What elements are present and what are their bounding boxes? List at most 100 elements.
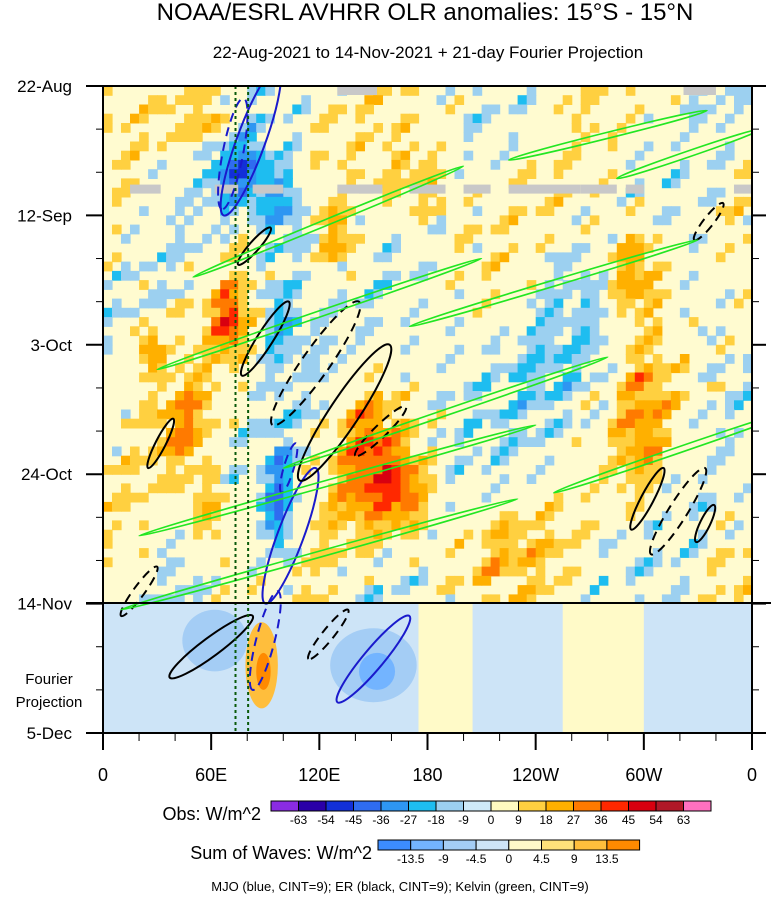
field-cell xyxy=(319,123,329,133)
field-cell xyxy=(409,455,420,466)
field-cell xyxy=(481,298,492,309)
y-tick-label: 3-Oct xyxy=(30,336,72,355)
field-cell xyxy=(337,215,347,226)
field-cell xyxy=(607,280,618,290)
field-cell xyxy=(734,492,744,503)
field-cell xyxy=(382,501,392,512)
field-cell xyxy=(355,113,365,124)
field-cell xyxy=(661,363,672,374)
field-cell xyxy=(526,372,537,383)
field-cell xyxy=(328,215,338,226)
field-cell xyxy=(634,261,645,272)
field-cell xyxy=(418,575,429,586)
field-cell xyxy=(175,428,185,438)
field-cell xyxy=(652,400,663,411)
field-cell xyxy=(139,594,149,605)
field-cell xyxy=(274,538,284,549)
field-cell xyxy=(725,354,735,364)
field-cell xyxy=(364,409,374,420)
field-cell xyxy=(562,391,573,401)
field-cell xyxy=(670,391,681,401)
obs-colorbar-tick-label: -54 xyxy=(317,813,335,827)
field-cell xyxy=(274,363,284,374)
field-cell xyxy=(553,428,564,438)
field-cell xyxy=(373,465,383,475)
field-cell xyxy=(202,150,212,161)
field-cell xyxy=(418,492,429,503)
field-cell xyxy=(292,566,302,577)
field-cell xyxy=(103,335,113,346)
field-cell xyxy=(463,529,474,540)
field-cell xyxy=(121,409,131,420)
missing-data-bar xyxy=(580,184,617,194)
field-cell xyxy=(508,206,519,216)
field-cell xyxy=(373,437,383,447)
field-cell xyxy=(220,95,230,105)
field-cell xyxy=(499,215,510,226)
field-cell xyxy=(247,307,257,318)
field-cell xyxy=(400,159,411,170)
field-cell xyxy=(526,298,537,309)
field-cell xyxy=(634,372,645,383)
kelvin-contour xyxy=(192,165,465,278)
field-cell xyxy=(616,252,627,263)
field-cell xyxy=(679,169,690,179)
projection-band xyxy=(562,603,644,733)
field-cell xyxy=(157,141,167,152)
field-cell xyxy=(103,307,113,318)
field-cell xyxy=(166,446,176,457)
field-cell xyxy=(697,409,708,420)
field-cell xyxy=(373,252,383,263)
field-cell xyxy=(130,270,140,281)
field-cell xyxy=(625,280,636,290)
field-cell xyxy=(337,418,347,429)
field-cell xyxy=(256,492,266,503)
chart-title: NOAA/ESRL AVHRR OLR anomalies: 15°S - 15… xyxy=(157,0,694,26)
obs-colorbar-tick-label: 9 xyxy=(515,813,522,827)
field-cell xyxy=(247,428,257,438)
field-cell xyxy=(148,298,158,309)
field-cell xyxy=(382,529,392,540)
field-cell xyxy=(337,196,347,207)
field-cell xyxy=(589,391,600,401)
field-cell xyxy=(634,474,645,484)
field-cell xyxy=(616,455,627,466)
field-cell xyxy=(517,206,528,216)
field-cell xyxy=(256,381,266,392)
field-cell xyxy=(310,159,320,170)
field-cell xyxy=(157,252,167,263)
field-cell xyxy=(589,280,600,290)
field-cell xyxy=(130,455,140,466)
field-cell xyxy=(625,243,636,253)
field-cell xyxy=(679,391,690,401)
projection-band xyxy=(679,603,752,733)
field-cell xyxy=(553,261,564,272)
field-cell xyxy=(454,428,465,438)
field-cell xyxy=(247,196,257,207)
field-cell xyxy=(589,317,600,327)
field-cell xyxy=(175,418,185,429)
field-cell xyxy=(643,335,654,346)
field-cell xyxy=(562,566,573,577)
field-cell xyxy=(256,557,266,568)
obs-colorbar-swatch xyxy=(325,800,354,812)
field-cell xyxy=(472,123,483,133)
field-cell xyxy=(526,548,537,558)
field-cell xyxy=(706,372,717,383)
field-cell xyxy=(310,455,320,466)
field-cell xyxy=(175,437,185,447)
field-cell xyxy=(238,381,248,392)
field-cell xyxy=(535,437,546,447)
field-cell xyxy=(625,409,636,420)
field-cell xyxy=(526,594,537,605)
er-contour xyxy=(168,613,255,680)
field-cell xyxy=(409,335,420,346)
field-cell xyxy=(337,492,347,503)
field-cell xyxy=(274,428,284,438)
field-cell xyxy=(238,178,248,189)
field-cell xyxy=(121,261,131,272)
field-cell xyxy=(517,437,528,447)
field-cell xyxy=(175,206,185,216)
field-cell xyxy=(553,363,564,374)
missing-data-bar xyxy=(683,86,716,95)
